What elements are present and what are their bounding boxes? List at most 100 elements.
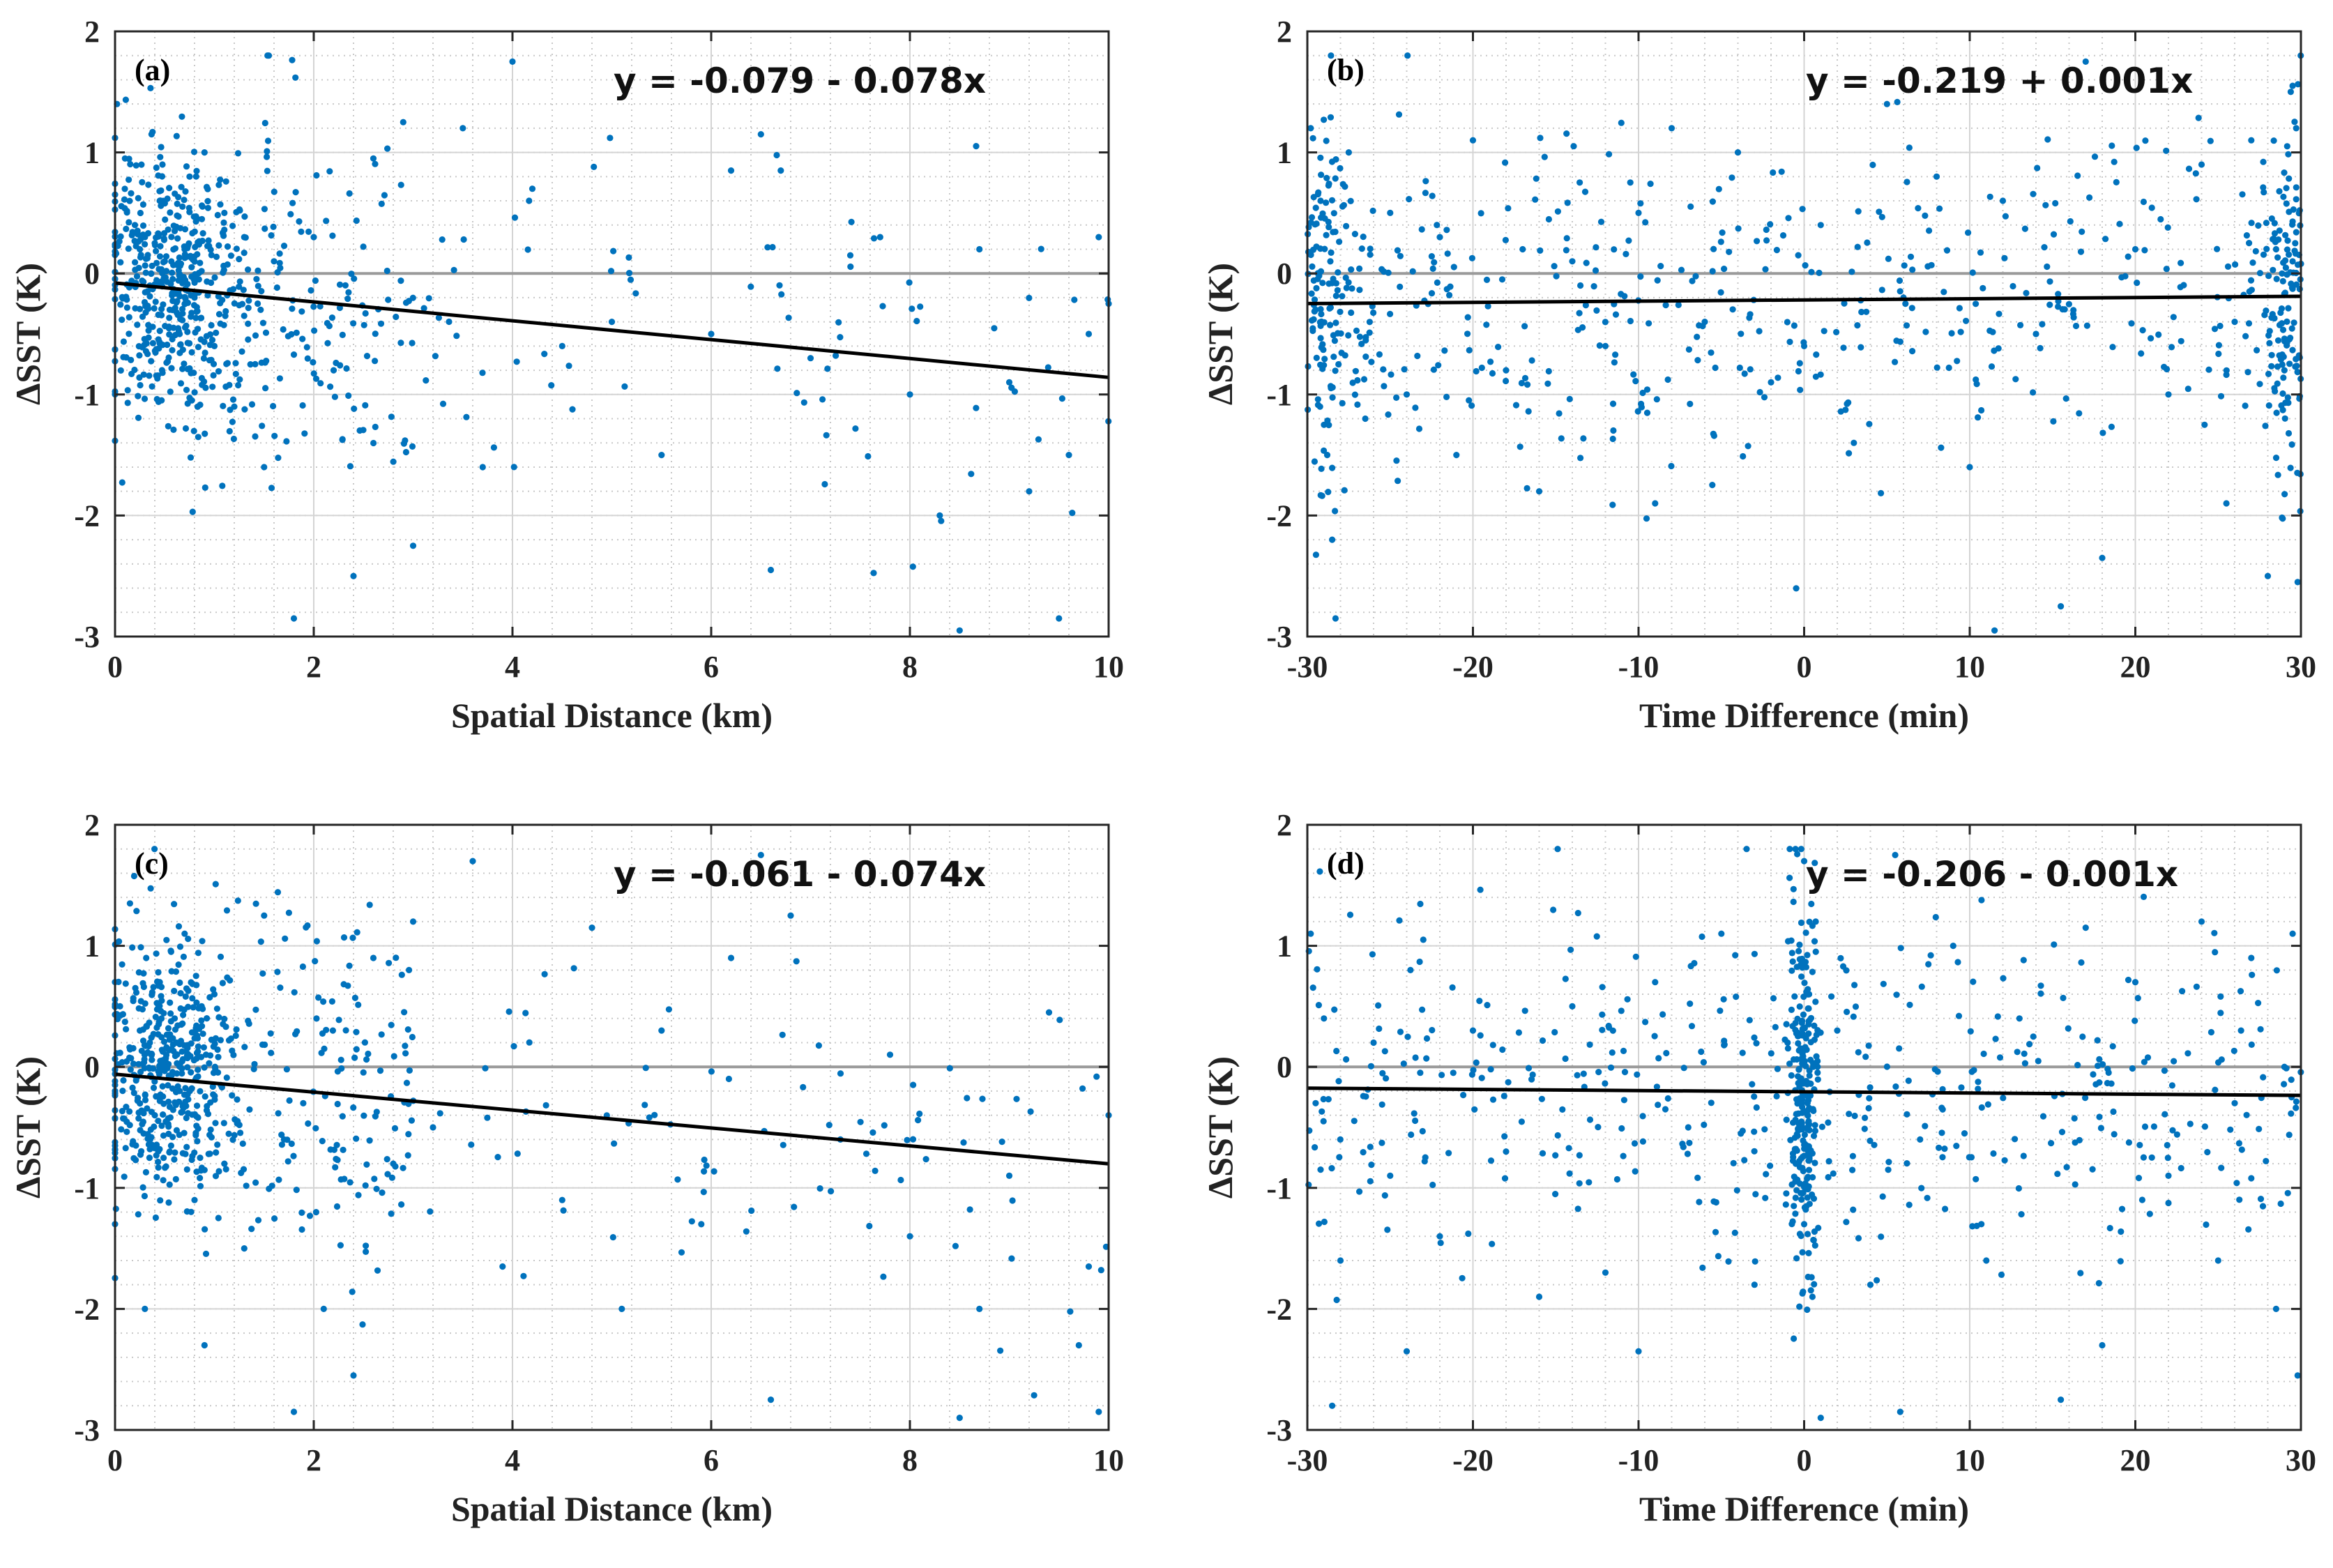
data-point [1833,328,1840,335]
data-point [1409,268,1416,275]
data-point [1668,462,1675,470]
data-point [1793,1030,1800,1037]
data-point [1994,1013,2001,1020]
data-point [222,312,229,319]
data-point [224,243,231,250]
data-point [186,1088,193,1095]
data-point [1804,1306,1811,1314]
data-point [1812,998,1819,1005]
data-point [173,1127,180,1134]
data-point [1945,364,1952,372]
data-point [245,305,252,312]
data-point [221,209,228,216]
data-point [1327,321,1334,328]
data-point [1577,282,1584,289]
data-point [1348,266,1355,273]
data-point [641,1102,648,1109]
data-point [1790,885,1797,892]
data-point [1093,1073,1100,1080]
data-point [1582,302,1589,309]
data-point [611,1140,618,1147]
data-point [1356,333,1363,340]
data-point [1792,846,1799,853]
data-point [1009,1197,1016,1204]
data-point [1965,229,1972,236]
data-point [290,1408,298,1415]
data-point [1715,185,1722,192]
data-point [1328,158,1336,165]
data-point [1966,464,1973,471]
data-point [1309,135,1316,142]
data-point [642,1065,649,1072]
data-point [355,1192,362,1198]
data-point [1343,284,1350,291]
data-point [2146,1210,2153,1217]
data-point [1376,351,1383,358]
data-point [346,190,353,197]
data-point [1751,1093,1758,1100]
data-point [2178,1164,2184,1172]
data-point [1680,1065,1687,1072]
data-point [700,1189,707,1196]
data-point [388,1210,395,1217]
data-point [181,930,188,937]
data-point [171,1015,178,1022]
data-point [181,1129,188,1136]
data-point [767,566,775,574]
data-point [560,1207,567,1214]
y-tick-label: -2 [74,1292,100,1326]
data-point [1311,458,1318,465]
data-point [178,183,185,190]
data-point [1810,1132,1818,1139]
data-point [1627,317,1634,325]
data-point [335,1017,342,1023]
data-point [2280,193,2287,200]
data-point [153,259,160,266]
data-point [1802,1144,1809,1151]
data-point [409,1033,416,1041]
data-point [1802,1063,1809,1070]
data-point [1739,1127,1746,1134]
data-point [2255,1000,2262,1007]
data-point [2231,1099,2238,1106]
data-point [166,1181,173,1188]
data-point [162,1164,169,1171]
data-point [1843,967,1850,974]
data-point [319,1030,326,1037]
data-point [194,1102,201,1109]
data-point [1953,1143,1960,1150]
data-point [181,1006,188,1013]
data-point [181,324,189,331]
data-point [2281,169,2288,176]
data-point [2296,207,2303,214]
data-point [1602,342,1609,349]
data-point [340,934,348,941]
data-point [542,1102,549,1109]
data-point [1362,1093,1369,1100]
data-point [1795,1073,1802,1080]
data-point [206,1132,213,1139]
data-point [231,1132,238,1139]
data-point [1343,222,1350,229]
data-point [215,368,222,375]
data-point [1343,1056,1350,1063]
data-point [141,1192,148,1200]
data-point [261,206,268,213]
data-point [2136,1141,2143,1148]
data-point [2263,245,2270,252]
data-point [170,246,177,253]
data-point [1800,1011,1807,1018]
data-point [1892,358,1899,365]
data-point [910,1081,917,1088]
data-point [743,1228,750,1235]
data-point [1323,452,1331,459]
data-point [1809,968,1816,975]
data-point [2139,327,2146,334]
data-point [313,938,320,945]
data-point [219,980,226,987]
data-point [170,1048,177,1055]
data-point [1729,306,1736,313]
data-point [236,376,243,383]
data-point [2283,143,2290,150]
